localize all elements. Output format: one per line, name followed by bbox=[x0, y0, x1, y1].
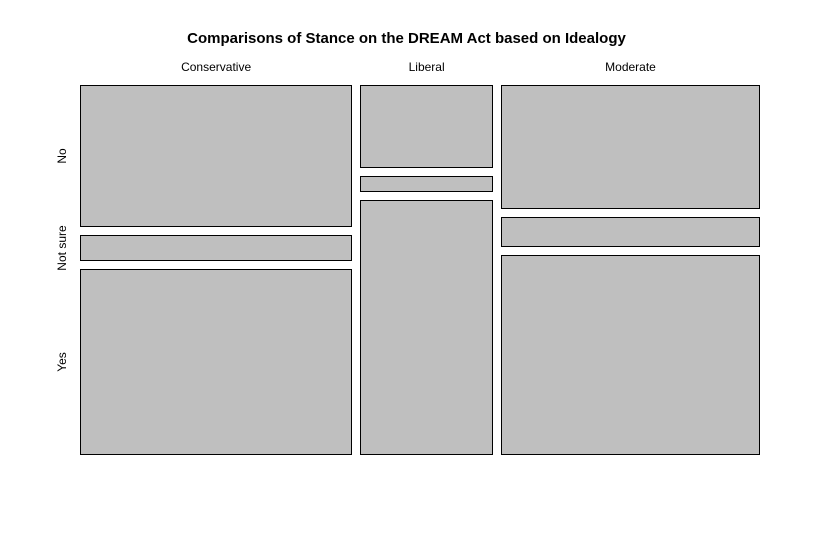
row-label-no: No bbox=[55, 106, 71, 206]
cell-conservative-no bbox=[80, 85, 352, 227]
cell-conservative-yes bbox=[80, 269, 352, 455]
cell-conservative-not_sure bbox=[80, 235, 352, 262]
cell-moderate-not_sure bbox=[501, 217, 760, 247]
column-label-moderate: Moderate bbox=[501, 60, 760, 74]
cell-liberal-no bbox=[360, 85, 493, 168]
row-label-not_sure: Not sure bbox=[55, 198, 71, 298]
cell-moderate-yes bbox=[501, 255, 760, 455]
cell-liberal-yes bbox=[360, 200, 493, 455]
row-label-yes: Yes bbox=[55, 312, 71, 412]
column-label-conservative: Conservative bbox=[80, 60, 352, 74]
column-label-liberal: Liberal bbox=[360, 60, 493, 74]
chart-title: Comparisons of Stance on the DREAM Act b… bbox=[0, 30, 813, 47]
cell-moderate-no bbox=[501, 85, 760, 209]
cell-liberal-not_sure bbox=[360, 176, 493, 192]
